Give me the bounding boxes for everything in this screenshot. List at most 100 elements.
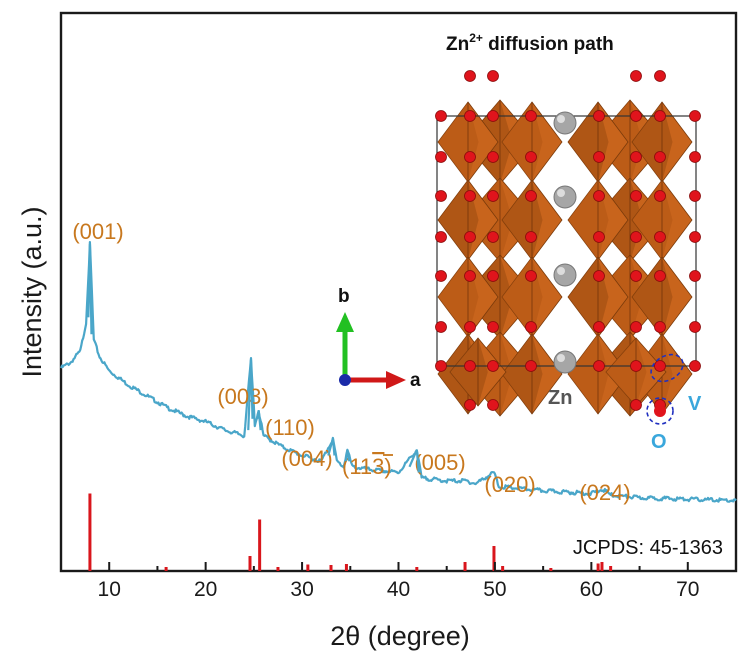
a-axis-arrowhead <box>386 371 406 389</box>
x-tick-label: 30 <box>290 578 313 601</box>
oxygen-atom <box>464 151 476 163</box>
peak-label-001: (001) <box>72 219 123 244</box>
oxygen-atom <box>630 110 642 122</box>
x-tick-label: 40 <box>387 578 410 601</box>
b-axis-label: b <box>338 286 350 307</box>
oxygen-atom <box>654 190 666 202</box>
oxygen-atom <box>525 231 537 243</box>
inset-title: Zn2+ diffusion path <box>446 31 614 55</box>
oxygen-atom <box>593 190 605 202</box>
oxygen-atom <box>593 270 605 282</box>
oxygen-atom <box>630 360 642 372</box>
oxygen-atom <box>654 321 666 333</box>
xrd-pattern-line <box>59 241 737 503</box>
oxygen-atom <box>630 190 642 202</box>
oxygen-atom <box>654 151 666 163</box>
zinc-atoms <box>553 111 577 374</box>
peak-spikes <box>87 243 420 473</box>
peak-label-110: (110) <box>265 415 315 440</box>
oxygen-atom <box>593 110 605 122</box>
peak-spike <box>87 243 93 335</box>
oxygen-atom <box>593 151 605 163</box>
oxygen-atom <box>689 231 701 243</box>
inset-title-sup: 2+ <box>469 31 483 45</box>
oxygen-atom <box>525 360 537 372</box>
oxygen-atom <box>525 110 537 122</box>
oxygen-atom <box>487 151 499 163</box>
oxygen-atom <box>654 110 666 122</box>
oxygen-atom <box>487 399 499 411</box>
zinc-atom-highlight <box>557 115 565 123</box>
peak-label-003: (003) <box>217 384 268 409</box>
oxygen-atom <box>487 270 499 282</box>
a-axis-label: a <box>410 370 421 391</box>
x-tick-label: 10 <box>98 578 121 601</box>
oxygen-atom <box>630 321 642 333</box>
crystal-structure-inset: Zn2+ diffusion path Zn V O b a <box>336 31 702 453</box>
oxygen-atom <box>593 231 605 243</box>
peak-spike <box>247 359 254 431</box>
oxygen-atom <box>435 190 447 202</box>
inset-title-zn: Zn <box>446 34 469 55</box>
zinc-atom <box>553 185 577 209</box>
reference-sticks <box>88 493 613 571</box>
x-tick-label: 50 <box>483 578 506 601</box>
octahedron-shade <box>568 334 609 414</box>
oxygen-atom <box>689 321 701 333</box>
v-atom-label: V <box>688 393 702 415</box>
peak-label-005: (005) <box>414 450 465 475</box>
zinc-atom-highlight <box>557 354 565 362</box>
b-axis-arrowhead <box>336 312 354 332</box>
dashed-circle-o <box>646 397 674 425</box>
crystal-axes: b a <box>336 286 421 391</box>
oxygen-atom <box>464 360 476 372</box>
peak-label-11-3-close: ) <box>384 454 391 479</box>
y-axis-title: Intensity (a.u.) <box>17 206 47 377</box>
reference-label: JCPDS: 45-1363 <box>573 537 723 559</box>
octahedron-shade <box>606 338 647 406</box>
x-tick-label: 60 <box>580 578 603 601</box>
oxygen-atom <box>630 231 642 243</box>
oxygen-atom <box>487 231 499 243</box>
oxygen-atom <box>435 151 447 163</box>
oxygen-atom <box>654 360 666 372</box>
peak-spike <box>344 449 351 462</box>
oxygen-atom <box>464 110 476 122</box>
oxygen-atom <box>630 399 642 411</box>
zinc-atom-highlight <box>557 189 565 197</box>
oxygen-atom <box>435 231 447 243</box>
oxygen-atom <box>464 231 476 243</box>
peak-label-024: (024) <box>579 480 630 505</box>
oxygen-atom <box>525 151 537 163</box>
oxygen-atom <box>525 190 537 202</box>
peak-label-11-3-digit: 3 <box>372 454 384 479</box>
oxygen-atom <box>435 321 447 333</box>
oxygen-atom <box>464 270 476 282</box>
oxygen-atom <box>487 321 499 333</box>
oxygen-atom <box>689 270 701 282</box>
vo6-octahedron <box>605 337 667 407</box>
oxygen-atom <box>487 190 499 202</box>
oxygen-atom <box>464 70 476 82</box>
x-axis-ticks: 10 20 30 40 50 60 70 <box>60 562 737 601</box>
peak-spike <box>408 449 420 473</box>
oxygen-atom <box>487 110 499 122</box>
oxygen-atom <box>525 321 537 333</box>
vo6-octahedron <box>567 333 629 415</box>
oxygen-atom <box>654 231 666 243</box>
peak-label-020: (020) <box>484 472 535 497</box>
o-atom-label: O <box>651 431 667 453</box>
oxygen-atom <box>654 270 666 282</box>
oxygen-atom <box>689 110 701 122</box>
oxygen-atom <box>689 151 701 163</box>
oxygen-atom <box>464 321 476 333</box>
oxygen-atom <box>435 360 447 372</box>
vo6-octahedron <box>449 337 507 407</box>
zinc-atom <box>553 111 577 135</box>
peak-spike <box>256 410 262 431</box>
x-tick-label: 20 <box>194 578 217 601</box>
x-axis-title: 2θ (degree) <box>330 621 470 651</box>
oxygen-atom <box>593 321 605 333</box>
oxygen-atom <box>630 70 642 82</box>
oxygen-atom <box>593 360 605 372</box>
